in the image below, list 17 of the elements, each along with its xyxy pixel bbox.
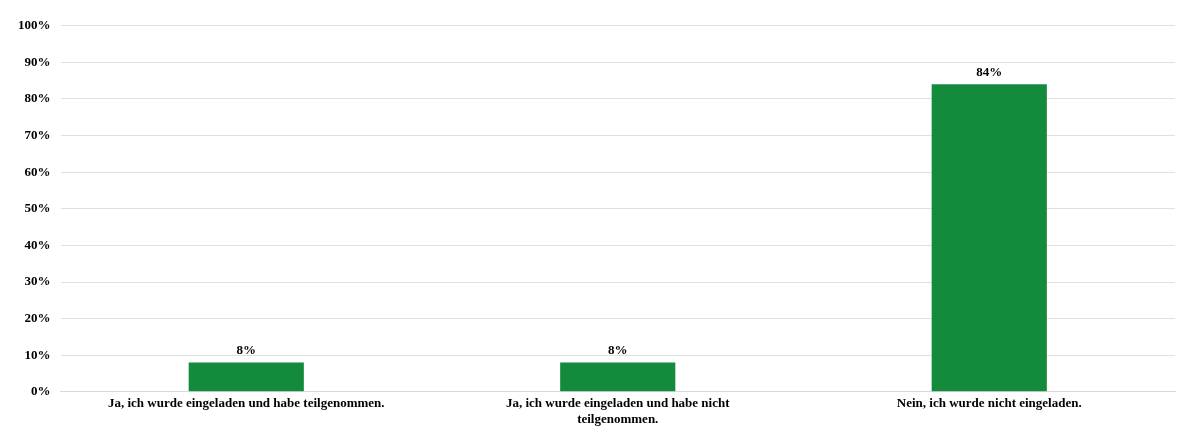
y-tick-label: 70% [24, 126, 51, 142]
y-tick-label: 40% [24, 236, 51, 252]
y-tick-label: 90% [24, 53, 51, 69]
x-tick-label: Ja, ich wurde eingeladen und habe nicht teilgenommen. [505, 394, 731, 426]
y-tick-label: 80% [24, 90, 51, 106]
y-tick-label: 20% [24, 309, 51, 325]
data-label: 8% [236, 342, 256, 358]
y-tick-label: 50% [24, 200, 51, 216]
x-tick-label: Nein, ich wurde nicht eingeladen. [896, 394, 1082, 410]
y-tick-label: 60% [24, 163, 51, 179]
x-tick-label: Ja, ich wurde eingeladen und habe teilgenommen. [107, 394, 385, 410]
y-tick-label: 30% [24, 273, 51, 289]
y-tick-label: 0% [31, 383, 51, 399]
y-tick-label: 100% [18, 17, 51, 33]
data-label: 8% [608, 342, 628, 358]
data-label: 84% [976, 64, 1003, 80]
y-tick-label: 10% [24, 346, 51, 362]
